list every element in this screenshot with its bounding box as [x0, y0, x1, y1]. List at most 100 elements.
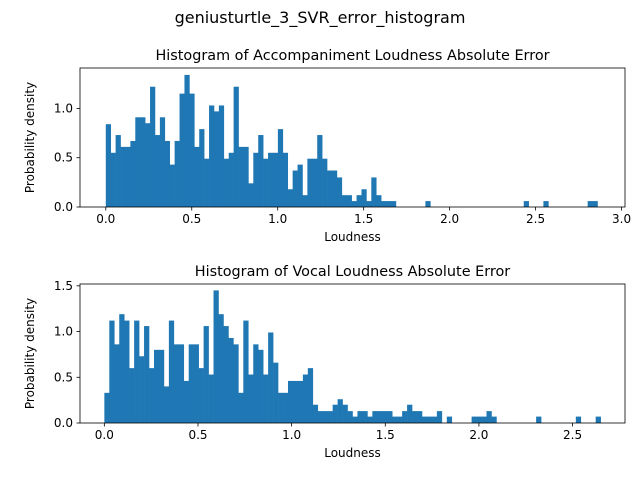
chart1-bar [523, 201, 529, 207]
chart2-xtick-label: 0.0 [95, 428, 114, 442]
chart1-bar [120, 146, 126, 207]
chart2-ylabel: Probability density [23, 298, 37, 409]
chart2-bar [407, 404, 413, 423]
chart1-bar [371, 177, 377, 207]
chart1-bar [150, 86, 156, 207]
chart1-xtick-label: 1.0 [268, 212, 287, 226]
chart1-bar [272, 152, 279, 207]
chart1-bar [135, 117, 141, 207]
chart2-title: Histogram of Vocal Loudness Absolute Err… [195, 264, 511, 280]
chart2-bar [481, 416, 487, 423]
chart2-bar [149, 368, 155, 423]
chart1-bar [277, 129, 284, 207]
chart1-bar [204, 158, 210, 207]
chart2-bar [198, 368, 204, 423]
chart1-bar [253, 152, 259, 207]
chart2-bar [302, 374, 309, 423]
chart2-bar [193, 344, 199, 423]
chart1-bar [145, 123, 151, 207]
chart1-bar [169, 164, 175, 207]
chart2-bar [268, 332, 274, 423]
chart2-bar [153, 349, 160, 423]
chart1-bar [213, 111, 220, 207]
chart1-bar [238, 146, 244, 207]
chart1-ytick-label: 0.5 [54, 151, 73, 165]
chart2-bar [228, 337, 234, 423]
chart1-bar [179, 93, 185, 207]
chart2-bar [134, 320, 140, 423]
chart2-bar [536, 416, 542, 423]
chart2-ytick-label: 0.0 [54, 416, 73, 430]
chart1-bar [386, 201, 392, 207]
chart2-bar [307, 368, 314, 423]
chart1-bar [376, 195, 382, 207]
chart2-ytick-label: 0.5 [54, 370, 73, 384]
chart1-bar [587, 201, 593, 207]
chart1-bar [287, 189, 293, 207]
chart1-bar [194, 146, 200, 207]
chart2-bar [595, 416, 601, 423]
chart1-bar [209, 105, 215, 207]
chart2-bar [357, 411, 363, 423]
chart1-bar [336, 177, 343, 207]
chart1-bar [248, 183, 254, 207]
chart1-bar [351, 201, 357, 207]
chart2-bar [491, 416, 497, 423]
chart1-bar [105, 124, 112, 207]
chart2-xlabel: Loudness [324, 446, 381, 460]
chart2-bar [317, 411, 324, 423]
chart1-xtick-label: 0.0 [96, 212, 115, 226]
chart1-bar [233, 86, 239, 207]
chart2-bar [312, 404, 319, 423]
chart1-bar [425, 201, 431, 207]
chart2-bar [273, 362, 279, 423]
chart1-bar [228, 152, 234, 207]
chart2-bar [417, 411, 423, 423]
figure-suptitle: geniusturtle_3_SVR_error_histogram [174, 8, 466, 27]
chart2-bar [431, 416, 438, 423]
chart2-bar [119, 314, 125, 423]
chart1-bar [125, 146, 131, 207]
chart1-axes: 0.0 0.5 1.0 1.5 2.0 2.5 3.0 0.0 0.5 1.0 Histogram … [23, 48, 631, 244]
chart2-bar [426, 416, 433, 423]
chart2-bar [218, 314, 224, 423]
chart2-bar [387, 411, 393, 423]
chart2-bar [367, 416, 373, 423]
chart1-bar [366, 201, 372, 207]
chart1-bar [356, 195, 362, 207]
chart1-bar [592, 201, 598, 207]
chart2-bar [104, 392, 110, 423]
chart2-bar [158, 349, 165, 423]
chart2-xtick-label: 2.5 [563, 428, 582, 442]
chart2-bar [476, 416, 482, 423]
chart2-bar [297, 380, 304, 423]
chart2-xtick-label: 0.5 [188, 428, 207, 442]
chart1-bar [223, 158, 230, 207]
chart2-bar [327, 411, 333, 423]
chart1-bar [199, 129, 205, 207]
chart2-bar [173, 344, 180, 423]
chart2-bar [421, 416, 428, 423]
chart1-bar [307, 158, 313, 207]
chart2-ytick-label: 1.5 [54, 279, 73, 293]
chart2-bar [109, 320, 115, 423]
chart2-bar [248, 374, 254, 423]
chart2-bar [213, 290, 219, 423]
chart1-bar [189, 93, 195, 207]
chart2-bar [372, 411, 378, 423]
chart2-bar [168, 320, 175, 423]
chart2-bar [114, 344, 120, 423]
chart2-bar [392, 416, 398, 423]
chart2-bar [233, 344, 239, 423]
chart1-bar [390, 201, 397, 207]
chart2-bar [139, 356, 145, 423]
chart1-bar [302, 195, 308, 207]
chart2-bar [332, 404, 338, 423]
chart2-ytick-label: 1.0 [54, 325, 73, 339]
chart2-bar [243, 320, 249, 423]
chart2-bar [352, 416, 358, 423]
chart2-bar [292, 380, 299, 423]
chart2-bar [208, 374, 214, 423]
chart1-bar [159, 117, 166, 207]
